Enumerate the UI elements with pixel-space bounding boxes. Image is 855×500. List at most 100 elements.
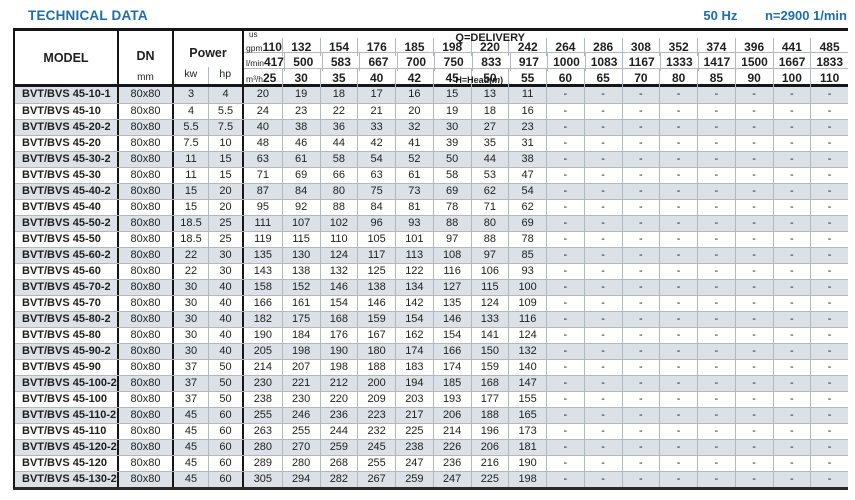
model-cell: BVT/BVS 45-30-2 [15, 152, 119, 167]
head-cell: - [546, 87, 584, 103]
head-cell: - [659, 392, 697, 407]
delivery-header-cell: 40 [357, 69, 395, 87]
head-cell: - [546, 152, 584, 167]
power-label: Power [189, 46, 227, 60]
head-cell: 230 [281, 392, 320, 407]
head-cell: - [659, 232, 697, 247]
head-cell: 194 [395, 376, 433, 391]
hp-cell: 40 [209, 328, 244, 343]
head-cell: 46 [281, 136, 320, 151]
head-cell: - [772, 312, 811, 327]
delivery-value: 85 [709, 71, 724, 85]
delivery-header-cell: 1500 [735, 53, 773, 71]
hp-cell: 30 [209, 264, 244, 279]
head-cell: 225 [470, 472, 509, 487]
head-cell: - [583, 376, 622, 391]
head-cell: 182 [253, 313, 273, 325]
head-cell: 270 [281, 440, 320, 455]
head-cell: 111 [254, 217, 272, 229]
head-cell: 35 [470, 136, 509, 151]
head-cell: - [621, 472, 660, 487]
delivery-header-cell: 374 [697, 38, 735, 56]
head-cell: - [621, 328, 660, 343]
head-cell: - [659, 168, 697, 183]
head-cell: 180 [357, 344, 395, 359]
table-row: BVT/BVS 45-90 80x80 37 50 214 207 198 188 183 174… [15, 359, 848, 375]
head-cell: 124 [508, 328, 546, 343]
head-cell: 44 [470, 152, 509, 167]
head-cell: - [810, 280, 848, 295]
delivery-value: 1000 [553, 55, 580, 69]
head-cell: 18 [319, 87, 358, 103]
hp-cell: 20 [209, 184, 244, 199]
table-row: BVT/BVS 45-80 80x80 30 40 190 184 176 167 162 154… [15, 327, 848, 343]
dn-cell: 80x80 [119, 216, 174, 231]
delivery-value: 417 [263, 55, 284, 69]
head-cell: 244 [319, 424, 358, 439]
model-cell: BVT/BVS 45-90-2 [15, 344, 119, 359]
head-cell: 125 [357, 264, 395, 279]
delivery-value: 60 [558, 71, 573, 85]
head-cell: - [659, 344, 697, 359]
kw-cell: 30 [174, 296, 209, 311]
delivery-header-cell: 700 [396, 53, 435, 71]
head-cell: 247 [395, 456, 433, 471]
head-cell: 109 [508, 296, 546, 311]
head-cell: 184 [281, 328, 320, 343]
head-cell: 205 [253, 345, 273, 357]
head-cell: - [810, 344, 848, 359]
head-cell: 162 [395, 328, 433, 343]
head-cell: 146 [432, 312, 471, 327]
head-cell: 62 [470, 184, 509, 199]
head-cell: 115 [470, 280, 509, 295]
head-cell: 115 [281, 232, 320, 247]
head-cell: - [621, 344, 660, 359]
delivery-value: 396 [744, 40, 765, 54]
head-cell: 176 [319, 328, 358, 343]
delivery-header-cell: 242 [508, 38, 546, 56]
hp-cell: 20 [209, 200, 244, 215]
table-row: BVT/BVS 45-10 80x80 4 5.5 24 23 22 21 20 19 18 16- -… [15, 103, 848, 119]
kw-cell: 45 [174, 440, 209, 455]
head-cell: - [583, 424, 622, 439]
head-cell: - [621, 136, 660, 151]
delivery-value: 90 [747, 71, 761, 85]
head-cell: - [734, 456, 773, 471]
delivery-header-cell: 198 [432, 38, 471, 56]
table-row: BVT/BVS 45-100-2 80x80 37 50 230 221 212 200 194… [15, 375, 848, 391]
head-cell: 88 [432, 216, 471, 231]
head-cell: - [621, 312, 660, 327]
head-cell: - [734, 440, 773, 455]
delivery-label: Q=DELIVERY [455, 32, 525, 44]
hp-cell: 60 [209, 440, 244, 455]
dn-cell: 80x80 [119, 200, 174, 215]
hp-cell: 15 [209, 152, 244, 167]
head-cell: - [772, 248, 811, 263]
delivery-header-cell: 583 [321, 53, 360, 71]
model-cell: BVT/BVS 45-40 [15, 200, 119, 215]
hp-cell: 5.5 [209, 104, 244, 119]
head-cell: 102 [319, 216, 358, 231]
hp-cell: 25 [209, 232, 244, 247]
head-cell: 20 [256, 88, 269, 100]
head-cell: 71 [256, 169, 269, 181]
delivery-value: 500 [293, 55, 314, 69]
dn-cell: 80x80 [119, 120, 174, 135]
delivery-header-cell: us gpm110 [244, 31, 282, 56]
head-cell: - [546, 216, 584, 231]
head-cell: 147 [508, 376, 546, 391]
head-cell: 247 [432, 472, 471, 487]
head-cell: 193 [432, 392, 471, 407]
dn-cell: 80x80 [119, 328, 174, 343]
dn-cell: 80x80 [119, 296, 174, 311]
head-cell: 132 [319, 264, 358, 279]
head-cell: 161 [281, 296, 320, 311]
head-cell: - [697, 152, 735, 167]
table-row: BVT/BVS 45-50 80x80 18.5 25 119 115 110 105 101 9… [15, 231, 848, 247]
table-row: BVT/BVS 45-120 80x80 45 60 289 280 268 255 247 23… [15, 455, 848, 471]
table-row: BVT/BVS 45-30-2 80x80 11 15 63 61 58 54 52 50 44 38… [15, 151, 848, 167]
dn-label: DN [136, 49, 155, 63]
head-cell: 61 [395, 168, 433, 183]
head-cell: 230 [253, 377, 273, 389]
head-cell: 141 [470, 328, 509, 343]
